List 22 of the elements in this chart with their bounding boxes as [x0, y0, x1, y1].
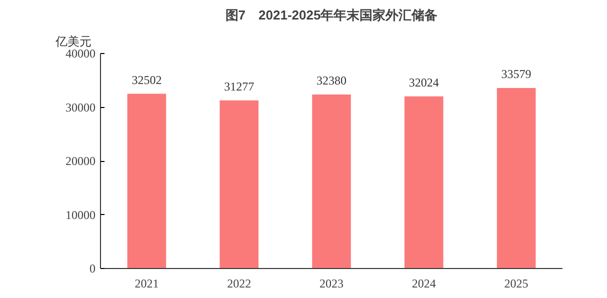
- data-label: 31277: [224, 79, 254, 94]
- x-tick-label: 2023: [320, 276, 344, 290]
- x-tick-label: 2024: [412, 276, 436, 290]
- y-tick-label: 20000: [66, 154, 96, 168]
- y-axis-title: 亿美元: [54, 34, 92, 48]
- x-tick-label: 2025: [504, 276, 528, 290]
- y-tick-label: 0: [90, 262, 96, 276]
- y-tick-label: 40000: [66, 46, 96, 60]
- x-tick-label: 2022: [227, 276, 252, 290]
- data-label: 32502: [132, 72, 162, 87]
- y-tick-label: 10000: [66, 208, 96, 222]
- bar: [220, 100, 259, 268]
- y-tick-label: 30000: [66, 100, 96, 114]
- bar: [496, 88, 536, 268]
- data-label: 32380: [316, 73, 346, 88]
- chart-title: 图7 2021-2025年年末国家外汇储备: [225, 8, 438, 22]
- bar: [312, 94, 351, 268]
- data-label: 33579: [501, 67, 532, 82]
- x-tick-label: 2021: [134, 276, 159, 290]
- data-label: 32024: [408, 75, 439, 90]
- bar: [404, 96, 444, 268]
- bar: [127, 94, 166, 268]
